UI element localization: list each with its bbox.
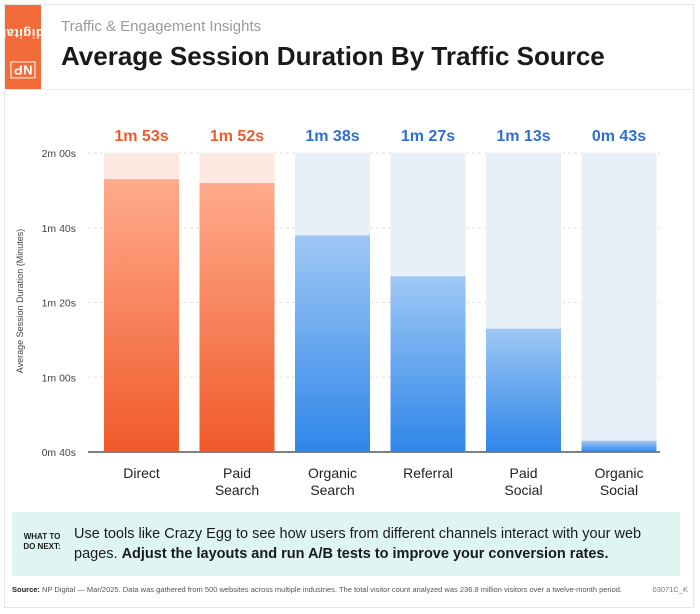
bar-referral <box>390 276 466 452</box>
y-tick-label: 2m 00s <box>42 148 76 160</box>
bar-chart: 1m 53s 1m 52s 1m 38s 1m 27s 1m 13s 0m 43s Dir… <box>15 128 660 498</box>
source-text: NP Digital — Mar/2025. Data was gathered… <box>39 585 623 594</box>
source-footer: Source: NP Digital — Mar/2025. Data was … <box>12 585 632 594</box>
bar-track <box>581 153 657 452</box>
np-digital-logo: NPdigital <box>2 5 44 89</box>
y-tick-label: 1m 00s <box>42 372 76 384</box>
bar-organic-social <box>581 440 657 452</box>
what-to-do-next-box: WHAT TO DO NEXT: Use tools like Crazy Eg… <box>12 512 680 576</box>
x-tick-label: Organic Search <box>308 465 357 498</box>
y-tick-label: 1m 20s <box>42 298 76 310</box>
y-axis-label: Average Session Duration (Minutes) <box>15 229 25 373</box>
bar-paid-social <box>486 328 561 452</box>
subtitle: Traffic & Engagement Insights <box>61 18 262 35</box>
data-label: 1m 38s <box>305 128 359 145</box>
tip-label-line2: DO NEXT: <box>23 542 61 551</box>
chart-title: Average Session Duration By Traffic Sour… <box>61 41 605 71</box>
data-label: 1m 53s <box>114 128 168 145</box>
data-label: 1m 13s <box>496 128 550 145</box>
bar-organic-search <box>295 235 370 452</box>
header-divider <box>5 89 693 90</box>
data-label: 1m 27s <box>401 128 455 145</box>
tip-text: Use tools like Crazy Egg to see how user… <box>74 524 674 564</box>
x-tick-label: Organic Social <box>594 465 643 498</box>
x-tick-label: Paid Social <box>504 465 542 498</box>
x-tick-label: Paid Search <box>215 465 259 498</box>
data-label: 1m 52s <box>210 128 264 145</box>
y-tick-label: 1m 40s <box>42 223 76 235</box>
y-tick-label: 0m 40s <box>42 447 76 459</box>
bar-direct <box>104 179 179 452</box>
graphic-code: 03071C_K <box>652 585 688 594</box>
tip-text-bold: Adjust the layouts and run A/B tests to … <box>121 546 609 562</box>
data-label: 0m 43s <box>592 128 646 145</box>
x-tick-label: Direct <box>123 465 160 481</box>
source-label: Source: <box>12 585 40 594</box>
x-tick-label: Referral <box>403 465 453 481</box>
tip-label-line1: WHAT TO <box>23 532 61 541</box>
tip-text-regular: Use tools like Crazy Egg to see how user… <box>74 526 642 562</box>
bar-paid-search <box>199 182 275 452</box>
what-to-do-next-label: WHAT TO DO NEXT: <box>18 532 66 552</box>
